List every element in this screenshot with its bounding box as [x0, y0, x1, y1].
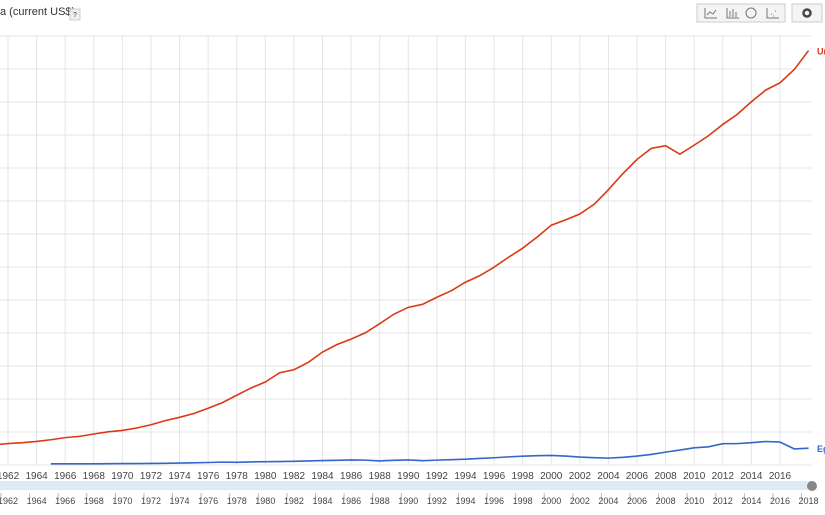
- series-line: [0, 50, 810, 446]
- x-tick-label: 2006: [626, 471, 649, 482]
- timeline-label: 1962: [0, 496, 18, 506]
- x-tick-label: 1984: [311, 471, 334, 482]
- timeline-label: 1982: [284, 496, 304, 506]
- x-tick-label: 1966: [54, 471, 77, 482]
- timeline-label: 1974: [170, 496, 190, 506]
- chart-title: a (current US$): [0, 6, 75, 18]
- timeline-label: 2012: [713, 496, 733, 506]
- x-tick-label: 2014: [740, 471, 763, 482]
- x-tick-label: 1976: [197, 471, 220, 482]
- x-tick-label: 1998: [512, 471, 535, 482]
- timeline-label: 1970: [112, 496, 132, 506]
- x-tick-label: 2004: [597, 471, 620, 482]
- line-icon[interactable]: [704, 8, 717, 19]
- chart-type-buttons[interactable]: [696, 3, 786, 23]
- x-tick-label: 1974: [168, 471, 191, 482]
- timeline-label: 1972: [141, 496, 161, 506]
- timeline-handle[interactable]: [807, 481, 817, 491]
- timeline-bar[interactable]: [0, 481, 812, 490]
- timeline-label: 1980: [255, 496, 275, 506]
- timeline-label: 1998: [513, 496, 533, 506]
- timeline-label: 2016: [770, 496, 790, 506]
- timeline-label: 1984: [312, 496, 332, 506]
- x-tick-label: 2000: [540, 471, 563, 482]
- x-tick-label: 1972: [140, 471, 163, 482]
- help-text[interactable]: ?: [73, 12, 77, 19]
- toolbar: [696, 3, 823, 23]
- timeline-label: 1968: [84, 496, 104, 506]
- x-tick-label: 1980: [254, 471, 277, 482]
- timeline-label: 1976: [198, 496, 218, 506]
- timeline-label: 1978: [227, 496, 247, 506]
- timeline-label: 2004: [598, 496, 618, 506]
- x-tick-label: 1964: [25, 471, 48, 482]
- timeline-label: 2018: [799, 496, 819, 506]
- timeline-label: 1990: [398, 496, 418, 506]
- timeline-label: 1994: [455, 496, 475, 506]
- gear-icon[interactable]: [802, 8, 812, 18]
- timeline-label: 2006: [627, 496, 647, 506]
- x-tick-label: 1978: [226, 471, 249, 482]
- x-tick-label: 1982: [283, 471, 306, 482]
- scatter-icon[interactable]: [766, 8, 779, 19]
- x-tick-label: 1962: [0, 471, 20, 482]
- x-tick-label: 1988: [369, 471, 392, 482]
- map-icon[interactable]: [745, 7, 757, 19]
- x-tick-label: 2016: [769, 471, 792, 482]
- timeline-label: 2002: [570, 496, 590, 506]
- timeline-label: 2000: [541, 496, 561, 506]
- help-badge[interactable]: [69, 8, 81, 21]
- x-tick-label: 2002: [569, 471, 592, 482]
- x-tick-label: 1996: [483, 471, 506, 482]
- x-tick-label: 2012: [712, 471, 735, 482]
- timeline-label: 1964: [27, 496, 47, 506]
- bar-icon[interactable]: [726, 8, 739, 19]
- x-tick-label: 1986: [340, 471, 363, 482]
- series-label: Eg: [817, 444, 825, 454]
- x-tick-label: 1990: [397, 471, 420, 482]
- x-tick-label: 1994: [454, 471, 477, 482]
- series-line: [50, 440, 809, 465]
- timeline-label: 2008: [656, 496, 676, 506]
- timeline-label: 2014: [741, 496, 761, 506]
- timeline-label: 1992: [427, 496, 447, 506]
- x-tick-label: 2010: [683, 471, 706, 482]
- series-label: Un: [817, 47, 825, 57]
- timeline-label: 1988: [370, 496, 390, 506]
- timeline-label: 1986: [341, 496, 361, 506]
- x-tick-label: 2008: [654, 471, 677, 482]
- timeline-label: 1966: [55, 496, 75, 506]
- x-tick-label: 1970: [111, 471, 134, 482]
- timeline-label: 1996: [484, 496, 504, 506]
- settings-button[interactable]: [791, 3, 823, 23]
- timeline-label: 2010: [684, 496, 704, 506]
- x-tick-label: 1968: [83, 471, 106, 482]
- x-tick-label: 1992: [426, 471, 449, 482]
